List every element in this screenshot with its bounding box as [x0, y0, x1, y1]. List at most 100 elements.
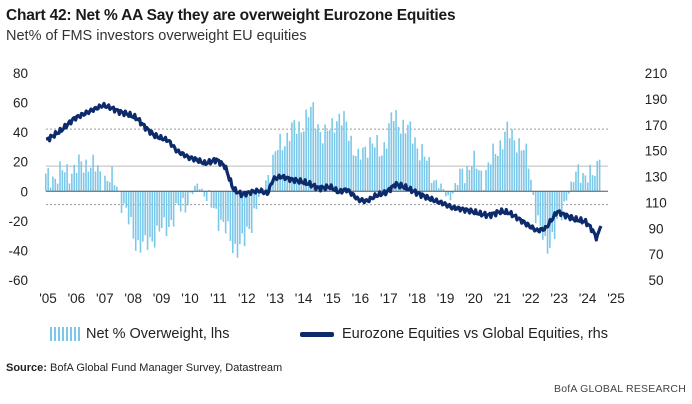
bar-160: [423, 156, 426, 192]
bar-30: [116, 186, 118, 192]
bar-148: [395, 110, 397, 192]
bar-63: [194, 185, 196, 192]
left-tick-1: 60: [13, 96, 28, 111]
bar-111: [307, 117, 310, 192]
bar-133: [359, 159, 362, 192]
bar-38: [134, 191, 137, 251]
bar-61: [189, 191, 191, 193]
bar-180: [471, 166, 473, 192]
bar-56: [177, 191, 180, 206]
bar-157: [416, 148, 419, 192]
bar-135: [364, 146, 367, 192]
x-tick-7: '12: [238, 291, 256, 306]
x-tick-3: '08: [124, 291, 142, 306]
bar-118: [324, 124, 326, 192]
x-tick-12: '17: [380, 291, 398, 306]
bar-86: [248, 191, 251, 230]
bar-21: [94, 171, 97, 192]
bar-96: [272, 154, 274, 192]
bar-130: [352, 155, 355, 192]
right-tick-8: 50: [648, 273, 663, 288]
x-tick-19: '24: [579, 291, 597, 306]
x-tick-17: '22: [522, 291, 540, 306]
bar-109: [302, 131, 305, 192]
bar-18: [87, 171, 90, 192]
left-tick-7: -60: [8, 273, 28, 288]
bar-69: [208, 190, 210, 192]
line-series-eurozone-vs-global: [45, 101, 603, 242]
bar-120: [329, 130, 331, 192]
bar-97: [274, 151, 277, 192]
bar-64: [196, 183, 199, 192]
bar-84: [243, 191, 246, 247]
bar-53: [170, 191, 173, 221]
bar-216: [556, 191, 558, 220]
bar-45: [151, 191, 154, 242]
bar-117: [321, 143, 324, 192]
bar-192: [499, 140, 501, 192]
bar-74: [220, 191, 222, 220]
x-tick-4: '09: [153, 291, 171, 306]
bar-100: [281, 150, 284, 192]
bar-172: [452, 191, 454, 194]
bar-83: [241, 191, 244, 234]
bar-200: [518, 138, 520, 192]
bar-116: [319, 132, 322, 192]
x-tick-1: '06: [68, 291, 86, 306]
right-tick-3: 150: [645, 144, 668, 159]
credit-text: BofA GLOBAL RESEARCH: [554, 383, 686, 395]
bar-165: [435, 179, 438, 192]
bar-162: [428, 157, 430, 192]
x-tick-15: '20: [465, 291, 483, 306]
bar-126: [343, 111, 345, 192]
bar-187: [487, 162, 490, 192]
bar-20: [92, 154, 94, 192]
bar-29: [113, 185, 116, 192]
right-axis-ticks: 210 190 170 150 130 110 90 70 50: [645, 66, 668, 288]
bar-113: [312, 102, 315, 192]
bar-40: [139, 191, 142, 253]
bar-92: [262, 188, 265, 192]
bar-198: [513, 140, 516, 192]
bar-186: [485, 170, 487, 192]
bar-26: [106, 180, 109, 192]
left-tick-0: 80: [13, 66, 28, 81]
x-tick-10: '15: [323, 291, 341, 306]
bar-76: [224, 191, 227, 234]
bar-36: [130, 191, 132, 217]
bar-99: [279, 133, 281, 192]
bar-115: [317, 124, 319, 192]
bar-214: [551, 191, 554, 233]
bar-176: [461, 168, 464, 192]
x-tick-16: '21: [494, 291, 512, 306]
bar-232: [594, 175, 596, 192]
bar-124: [338, 113, 341, 192]
bar-143: [383, 142, 386, 192]
source-text: BofA Global Fund Manager Survey, Datastr…: [50, 362, 283, 374]
bar-121: [331, 118, 333, 192]
bar-153: [407, 124, 409, 192]
bar-8: [63, 172, 66, 192]
bar-178: [466, 166, 468, 192]
bar-58: [182, 191, 184, 199]
left-tick-3: 20: [13, 155, 28, 170]
bar-230: [589, 164, 591, 192]
bar-147: [392, 120, 395, 192]
chart-title: Chart 42: Net % AA Say they are overweig…: [6, 7, 456, 24]
bar-144: [385, 148, 388, 192]
bar-71: [213, 191, 215, 209]
bar-82: [239, 191, 241, 245]
bar-49: [160, 191, 163, 228]
bar-1: [47, 168, 49, 192]
bar-163: [430, 182, 433, 192]
bar-34: [125, 191, 128, 208]
right-tick-6: 90: [648, 221, 663, 236]
bar-55: [175, 191, 177, 204]
bar-218: [560, 191, 563, 221]
bar-224: [575, 171, 577, 192]
bar-184: [480, 170, 483, 192]
bar-151: [402, 119, 404, 192]
bar-168: [442, 189, 445, 192]
bar-105: [293, 120, 296, 192]
bar-60: [187, 191, 189, 206]
